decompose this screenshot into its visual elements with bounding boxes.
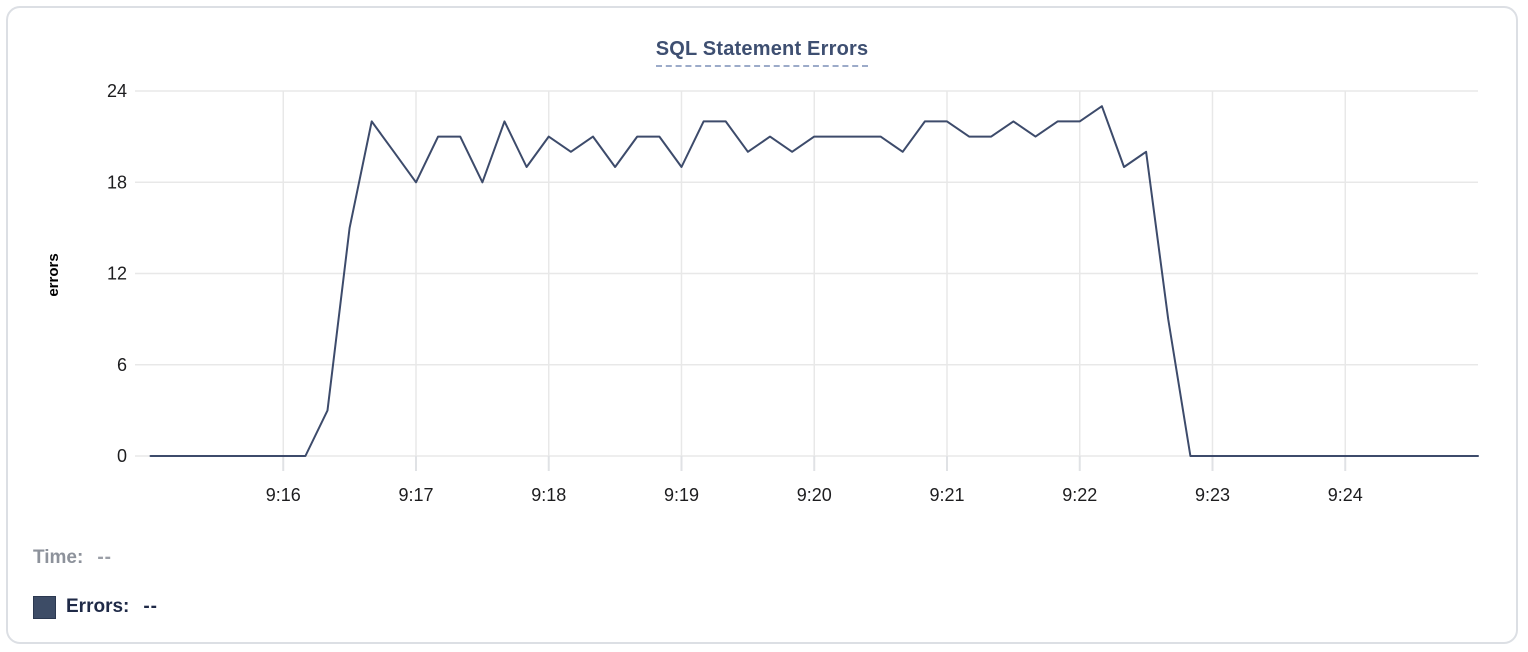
legend: Time: -- Errors: -- bbox=[33, 546, 158, 644]
y-axis-tick-label: 12 bbox=[107, 264, 127, 284]
y-axis-tick-label: 6 bbox=[117, 355, 127, 375]
legend-row-errors: Errors: -- bbox=[33, 595, 158, 619]
x-axis-tick-label: 9:18 bbox=[531, 485, 566, 505]
legend-errors-label: Errors: bbox=[66, 596, 130, 617]
y-axis-title: errors bbox=[45, 253, 62, 296]
legend-time-value: -- bbox=[97, 547, 112, 568]
legend-errors-swatch bbox=[33, 595, 56, 619]
x-axis-tick-label: 9:23 bbox=[1195, 485, 1230, 505]
x-axis-tick-label: 9:22 bbox=[1062, 485, 1097, 505]
y-axis-tick-label: 0 bbox=[117, 446, 127, 466]
y-axis-tick-label: 18 bbox=[107, 172, 127, 192]
legend-time-label: Time: bbox=[33, 547, 84, 568]
chart-title[interactable]: SQL Statement Errors bbox=[655, 38, 869, 67]
chart-card: SQL Statement Errors 0 6 12 18 24 9:16 9:17 9:1… bbox=[6, 6, 1518, 644]
x-axis-tick-label: 9:16 bbox=[266, 485, 301, 505]
y-axis-tick-label: 24 bbox=[107, 81, 127, 101]
x-axis-tick-label: 9:24 bbox=[1328, 485, 1363, 505]
legend-row-time: Time: -- bbox=[33, 546, 158, 570]
x-axis-tick-label: 9:17 bbox=[398, 485, 433, 505]
x-axis-tick-label: 9:21 bbox=[929, 485, 964, 505]
legend-errors-value: -- bbox=[143, 596, 159, 617]
chart-header: SQL Statement Errors bbox=[8, 38, 1516, 67]
errors-line-chart-plot[interactable]: 0 6 12 18 24 9:16 9:17 9:18 9:19 9:20 9:21 9:22 9:23… bbox=[8, 8, 1528, 528]
series-line-errors bbox=[149, 105, 1479, 457]
x-axis-tick-label: 9:19 bbox=[664, 485, 699, 505]
x-axis-tick-label: 9:20 bbox=[797, 485, 832, 505]
